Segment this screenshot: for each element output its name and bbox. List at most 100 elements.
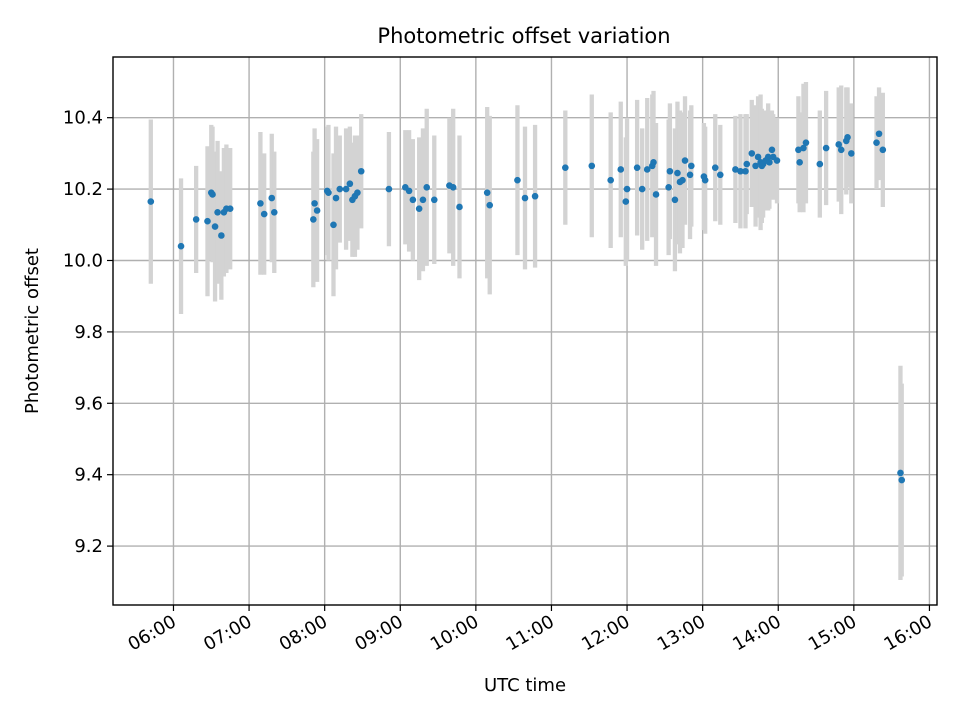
data-point [716, 171, 724, 179]
data-point [848, 150, 855, 157]
data-point [346, 180, 354, 188]
y-tick-label: 10.2 [63, 179, 103, 200]
data-point [835, 141, 843, 148]
data-point [211, 223, 219, 230]
chart-title: Photometric offset variation [377, 24, 670, 48]
data-point [748, 150, 756, 157]
data-point [796, 159, 803, 166]
data-point [607, 176, 614, 184]
data-point [898, 476, 906, 484]
data-point [681, 157, 689, 164]
data-point [147, 198, 155, 205]
data-point [622, 198, 630, 205]
y-tick-label: 9.8 [74, 322, 103, 343]
x-tick-label: 08:00 [276, 611, 331, 655]
data-point [686, 171, 694, 179]
data-point [752, 162, 759, 170]
data-point [679, 176, 686, 184]
x-tick-label: 15:00 [805, 611, 860, 655]
data-point [795, 146, 802, 154]
data-point [385, 185, 393, 193]
data-point [701, 176, 709, 184]
data-point [419, 196, 427, 204]
y-tick-label: 9.4 [74, 465, 103, 486]
x-axis: 06:00 07:00 08:00 09:00 10:00 11:00 12:00 13:00… [125, 605, 936, 655]
data-point [531, 192, 539, 200]
data-points [147, 130, 906, 484]
data-point [802, 139, 810, 146]
data-point [226, 205, 234, 213]
x-tick-label: 11:00 [503, 611, 558, 655]
x-tick-label: 12:00 [578, 611, 633, 655]
data-point [405, 187, 413, 195]
data-point [665, 184, 672, 191]
data-point [562, 164, 569, 171]
x-tick-label: 06:00 [125, 611, 180, 655]
data-point [268, 194, 276, 202]
data-point [310, 216, 317, 223]
data-point [483, 189, 491, 196]
data-point [764, 153, 772, 161]
x-tick-label: 09:00 [351, 611, 406, 655]
data-point [766, 159, 773, 166]
data-point [218, 232, 225, 239]
data-point [332, 194, 340, 202]
data-point [844, 134, 851, 141]
data-point [521, 194, 529, 202]
data-point [311, 200, 318, 207]
data-point [313, 207, 321, 214]
data-point [743, 160, 751, 168]
data-point [214, 208, 221, 216]
x-tick-label: 10:00 [427, 611, 482, 655]
y-axis: 9.2 9.4 9.6 9.8 10.0 10.2 10.4 [63, 108, 113, 557]
data-point [650, 159, 657, 166]
data-point [617, 166, 625, 173]
data-point [449, 184, 457, 191]
y-tick-label: 9.2 [74, 536, 103, 557]
data-point [768, 146, 776, 154]
data-point [732, 166, 739, 173]
x-tick-label: 13:00 [654, 611, 709, 655]
data-point [711, 164, 719, 171]
data-point [430, 196, 438, 204]
data-point [754, 153, 762, 161]
data-point [209, 191, 216, 198]
data-point [897, 469, 904, 477]
data-point [415, 205, 423, 213]
data-point [879, 146, 887, 154]
x-tick-label: 07:00 [200, 611, 255, 655]
y-tick-label: 10.0 [63, 250, 103, 271]
data-point [816, 160, 824, 168]
data-point [357, 167, 365, 175]
data-point [177, 242, 185, 250]
data-point [260, 210, 268, 218]
data-point [623, 185, 631, 193]
data-point [671, 196, 679, 204]
y-axis-title: Photometric offset [22, 248, 43, 414]
data-point [456, 203, 463, 211]
data-point [192, 216, 200, 223]
data-point [330, 221, 337, 229]
error-bars [148, 81, 904, 581]
data-point [666, 167, 674, 175]
data-point [204, 217, 211, 225]
plot-area [112, 56, 938, 606]
data-point [270, 208, 278, 216]
data-point [822, 144, 830, 152]
data-point [837, 146, 845, 154]
data-point [800, 144, 807, 152]
data-point [737, 167, 744, 175]
data-point [514, 176, 521, 184]
data-point [742, 167, 749, 175]
data-point [688, 162, 695, 170]
data-point [633, 164, 641, 171]
data-point [409, 196, 417, 204]
data-point [325, 189, 332, 196]
data-point [336, 185, 344, 193]
data-point [588, 162, 596, 170]
data-point [873, 139, 880, 146]
x-tick-label: 16:00 [881, 611, 936, 655]
data-point [423, 184, 431, 191]
y-tick-label: 10.4 [63, 108, 103, 129]
